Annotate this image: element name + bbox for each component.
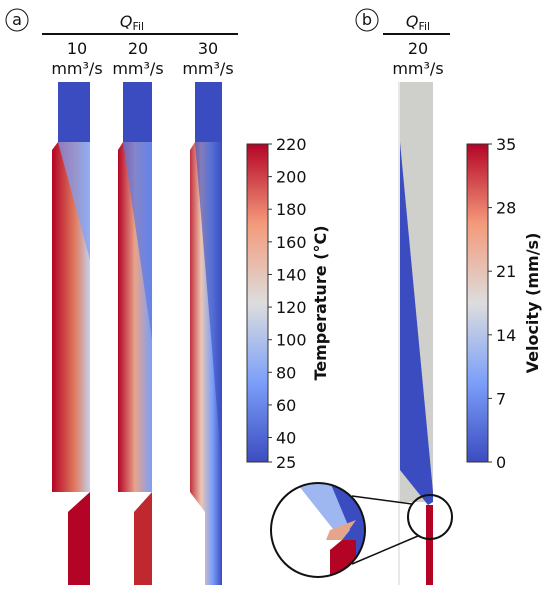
tick-label: 220 bbox=[276, 135, 307, 154]
colorbar bbox=[466, 143, 489, 463]
tick-label: 35 bbox=[496, 135, 516, 154]
channel bbox=[190, 82, 222, 585]
tick-label: 60 bbox=[276, 396, 296, 415]
header: QFil bbox=[406, 12, 430, 33]
panel-label: a bbox=[12, 10, 22, 29]
channel bbox=[398, 82, 433, 585]
tick-label: 7 bbox=[496, 389, 506, 408]
tick-label: 200 bbox=[276, 168, 307, 187]
tick-label: 180 bbox=[276, 200, 307, 219]
channel bbox=[52, 82, 90, 585]
tick-label: 80 bbox=[276, 363, 296, 382]
tick-label: 14 bbox=[496, 326, 516, 345]
zoom-line bbox=[351, 495, 413, 505]
column-value: 20 bbox=[128, 39, 148, 58]
panel-label-circle bbox=[355, 8, 379, 32]
column-unit: mm³/s bbox=[182, 59, 233, 78]
column-value: 30 bbox=[198, 39, 218, 58]
zoom-line bbox=[351, 535, 419, 565]
tick-label: 120 bbox=[276, 298, 307, 317]
panel-b: b QFil 0 7 14 21 28 35 Velocity (mm/s) 20mm³/… bbox=[270, 8, 542, 585]
tick-label: 40 bbox=[276, 429, 296, 448]
column-unit: mm³/s bbox=[51, 59, 102, 78]
tick-label: 28 bbox=[496, 199, 516, 218]
column-value: 20 bbox=[408, 39, 428, 58]
zoom-circle bbox=[270, 482, 366, 578]
tick-label: 100 bbox=[276, 331, 307, 350]
colorbar-title: Velocity (mm/s) bbox=[523, 233, 542, 374]
tick-label: 21 bbox=[496, 262, 516, 281]
panel-a: a QFil 25 40 60 80 100 120 140 160 180 200 220 Tem… bbox=[5, 8, 330, 585]
tick-label: 25 bbox=[276, 453, 296, 472]
column-value: 10 bbox=[67, 39, 87, 58]
column-unit: mm³/s bbox=[112, 59, 163, 78]
channel bbox=[118, 82, 152, 585]
tick-label: 160 bbox=[276, 233, 307, 252]
panel-label: b bbox=[362, 10, 372, 29]
colorbar bbox=[246, 143, 269, 463]
colorbar-title: Temperature (°C) bbox=[311, 225, 330, 380]
zoom-view bbox=[271, 483, 365, 577]
header: QFil bbox=[120, 12, 144, 33]
tick-label: 140 bbox=[276, 265, 307, 284]
tick-label: 0 bbox=[496, 453, 506, 472]
panel-label-circle bbox=[5, 8, 29, 32]
zoom-marker bbox=[407, 494, 453, 540]
column-unit: mm³/s bbox=[392, 59, 443, 78]
